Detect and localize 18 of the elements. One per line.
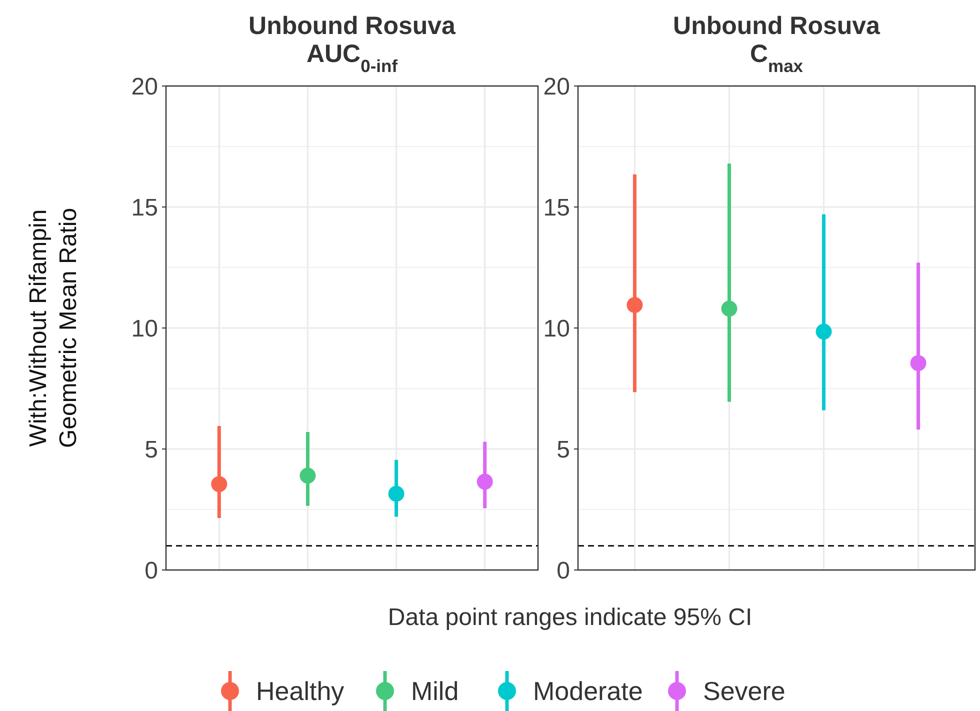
legend-label: Mild (411, 676, 459, 706)
y-tick-label: 20 (543, 73, 570, 100)
legend-label: Healthy (256, 676, 344, 706)
y-tick-label: 20 (131, 73, 158, 100)
y-tick-label: 5 (556, 436, 570, 464)
y-tick-label: 5 (144, 436, 158, 464)
y-tick-label: 15 (131, 194, 158, 222)
y-axis-title: With:Without Rifampin Geometric Mean Ratio (25, 208, 82, 448)
legend-label: Moderate (533, 676, 643, 706)
y-tick-label: 10 (543, 315, 570, 342)
y-tick-label: 15 (543, 194, 570, 222)
chart-title: Unbound Rosuva C$_{max}$ (673, 12, 882, 76)
y-tick-label: 0 (144, 557, 158, 584)
y-tick-label: 10 (131, 315, 158, 342)
y-tick-label: 0 (556, 557, 570, 584)
text: Data point ranges indicate 95% CI (388, 604, 752, 631)
chart-title: Unbound Rosuva AUC$_{0-inf}$ (248, 12, 457, 76)
legend-label: Severe (703, 676, 786, 706)
